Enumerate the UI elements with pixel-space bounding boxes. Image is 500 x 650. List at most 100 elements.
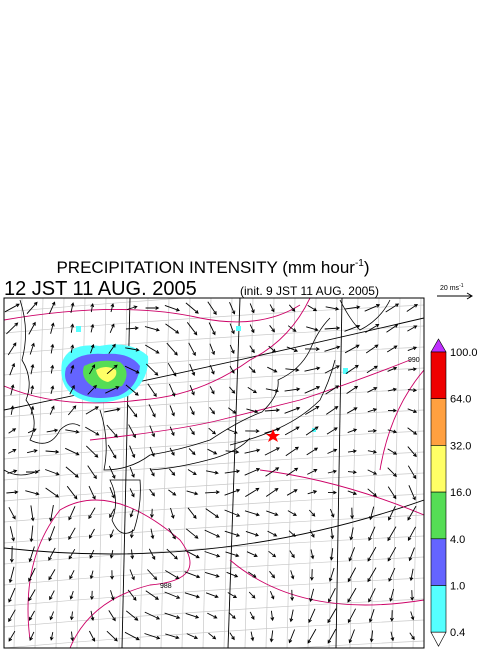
wind-arrow (170, 507, 175, 519)
grid-line (328, 298, 338, 648)
wind-arrow (184, 549, 200, 559)
wind-arrow (247, 387, 258, 394)
wind-arrow (8, 506, 16, 520)
wind-arrow (164, 591, 181, 599)
grid-line (4, 493, 424, 523)
wind-arrow (386, 324, 399, 333)
wind-arrow (29, 342, 35, 355)
colorbar-segment (430, 538, 447, 586)
wind-arrow (269, 325, 275, 333)
wind-arrow (29, 525, 34, 543)
wind-arrow (30, 405, 35, 415)
wind-arrow (208, 632, 217, 640)
wind-arrow (8, 630, 16, 642)
wind-arrow (387, 526, 397, 542)
wind-arrow (45, 449, 60, 454)
wind-arrow (385, 303, 400, 313)
wind-arrow (227, 592, 238, 598)
wind-arrow (329, 508, 335, 518)
wind-arrow (386, 345, 398, 353)
wind-arrow (269, 630, 274, 643)
wind-arrow (268, 345, 277, 353)
wind-arrow (327, 490, 337, 495)
wind-arrow (407, 346, 418, 352)
wind-arrow (226, 428, 238, 434)
wind-arrow (69, 384, 75, 395)
wind-arrow (290, 589, 295, 602)
wind-arrow (244, 510, 260, 517)
wind-arrow (204, 571, 220, 578)
wind-arrow (70, 344, 75, 353)
wind-arrow (109, 323, 115, 333)
wind-arrow (144, 326, 160, 332)
wind-arrow (28, 589, 36, 602)
coastline (339, 299, 391, 331)
wind-arrow (28, 546, 35, 563)
wind-arrow (126, 610, 139, 621)
wind-arrow (264, 408, 281, 413)
wind-arrow (186, 490, 199, 496)
wind-arrow (224, 488, 241, 496)
wind-arrow (186, 322, 198, 336)
wind-arrow (387, 408, 397, 413)
wind-arrow (328, 587, 336, 603)
wind-arrow (406, 303, 418, 312)
wind-arrow (7, 342, 17, 356)
colorbar-segment (430, 585, 447, 633)
grid-line (4, 598, 424, 628)
grid-line (55, 298, 65, 648)
wind-arrow (124, 631, 140, 641)
wind-arrow (189, 427, 195, 436)
wind-arrow (67, 405, 77, 416)
wind-arrow (127, 305, 138, 310)
wind-arrow (89, 590, 94, 601)
wind-arrow (68, 548, 76, 560)
wind-arrow (268, 550, 277, 558)
wind-arrow (104, 407, 121, 413)
wind-arrow (207, 301, 217, 315)
wind-arrow (288, 304, 296, 312)
wind-arrow (304, 347, 320, 351)
colorbar-label: 16.0 (450, 487, 471, 499)
colorbar-label: 1.0 (450, 581, 465, 593)
title-text: PRECIPITATION INTENSITY (mm hour (56, 258, 355, 277)
wind-arrow (407, 505, 417, 521)
wind-arrow (149, 489, 155, 497)
wind-arrow (286, 489, 298, 496)
wind-arrow (45, 469, 60, 476)
wind-arrow (324, 365, 340, 374)
wind-arrow (69, 611, 74, 621)
wind-arrow (70, 302, 75, 313)
wind-arrow (187, 507, 197, 519)
wind-arrow (225, 551, 240, 558)
wind-arrow (89, 630, 96, 642)
wind-arrow (169, 405, 175, 417)
wind-arrow (129, 509, 134, 518)
grid-line (4, 367, 424, 397)
wind-arrow (109, 508, 115, 519)
grid-line (4, 472, 424, 502)
wind-arrow (149, 467, 155, 477)
wind-arrow (347, 587, 357, 603)
wind-arrow (324, 345, 341, 352)
wind-scale-text: 20 ms (440, 285, 460, 292)
wind-arrow (367, 428, 377, 433)
isobar (4, 298, 311, 404)
wind-arrow (145, 590, 159, 600)
wind-arrow (246, 551, 258, 557)
wind-arrow (69, 590, 74, 600)
wind-arrow (166, 548, 178, 560)
wind-arrow (348, 629, 355, 644)
wind-arrow (308, 509, 316, 517)
wind-arrow (327, 608, 337, 624)
wind-arrow (367, 469, 378, 475)
wind-arrow (45, 487, 60, 498)
coastline (99, 317, 331, 471)
wind-arrow (229, 386, 236, 394)
wind-arrow (249, 345, 255, 354)
wind-arrow (245, 429, 260, 433)
wind-arrow (110, 590, 115, 601)
wind-arrow (129, 569, 135, 581)
wind-arrow (304, 366, 321, 372)
wind-arrow (8, 566, 15, 584)
